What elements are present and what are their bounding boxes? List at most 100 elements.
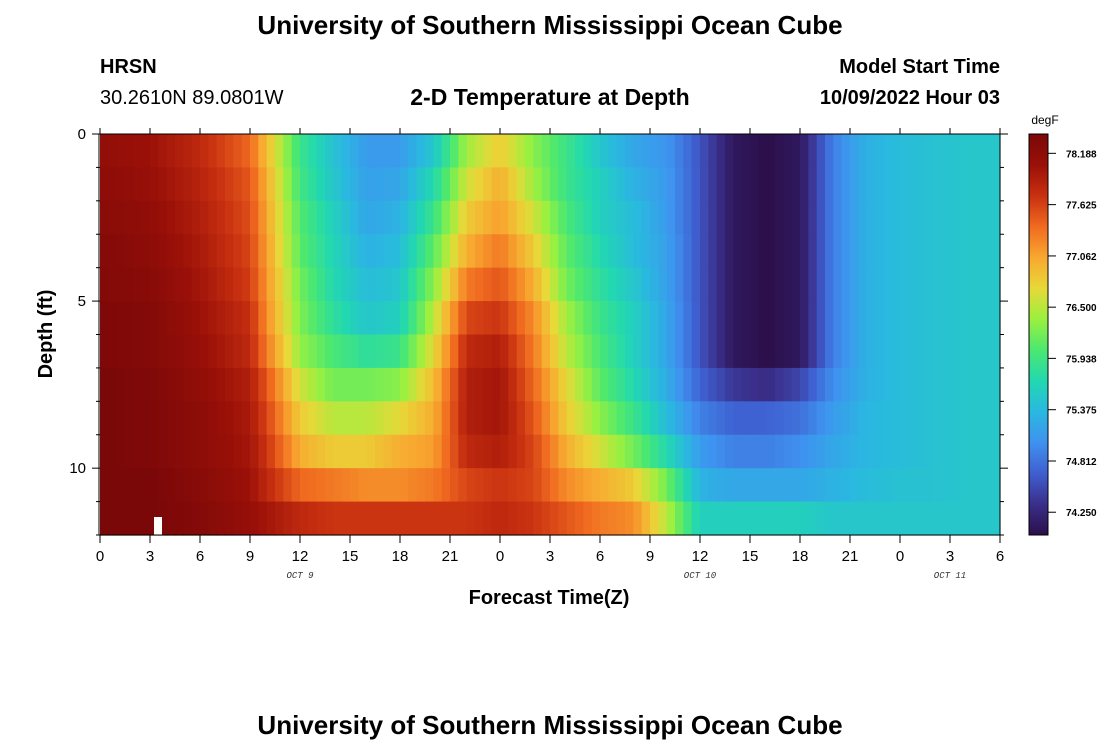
heat-cell	[625, 334, 634, 369]
heat-cell	[758, 167, 768, 202]
heat-cell	[708, 401, 718, 436]
heat-cell	[641, 234, 651, 269]
heat-cell	[708, 234, 718, 269]
heat-cell	[691, 434, 701, 469]
heat-cell	[225, 401, 234, 436]
heat-cell	[641, 200, 651, 235]
heat-cell	[191, 134, 201, 169]
heat-cell	[850, 401, 859, 436]
heat-cell	[925, 501, 934, 536]
heat-cell	[441, 434, 451, 469]
heat-cell	[208, 401, 218, 436]
heat-cell	[625, 468, 634, 503]
heat-cell	[583, 334, 593, 369]
heat-cell	[608, 200, 618, 235]
heat-cell	[500, 468, 509, 503]
heat-cell	[400, 367, 409, 402]
heat-cell	[991, 334, 1001, 369]
heat-cell	[591, 367, 601, 402]
heat-cell	[100, 234, 109, 269]
heat-cell	[608, 367, 618, 402]
heat-cell	[250, 401, 259, 436]
heat-cell	[100, 401, 109, 436]
heat-cell	[408, 334, 418, 369]
heat-cell	[925, 401, 934, 436]
heat-cell	[300, 234, 309, 269]
heat-cell	[566, 167, 576, 202]
heat-cell	[825, 468, 834, 503]
heat-cell	[950, 501, 959, 536]
heat-cell	[575, 267, 584, 302]
heat-cell	[708, 134, 718, 169]
heat-cell	[291, 501, 301, 536]
colorbar-tick-label: 74.250	[1066, 508, 1097, 519]
heat-cell	[841, 468, 851, 503]
heat-cell	[108, 367, 118, 402]
heat-cell	[983, 401, 993, 436]
heat-cell	[300, 434, 309, 469]
heat-cell	[541, 334, 551, 369]
heat-cell	[908, 434, 918, 469]
heat-cell	[400, 167, 409, 202]
heat-cell	[841, 501, 851, 536]
heat-cell	[133, 367, 143, 402]
heat-cell	[225, 468, 234, 503]
heat-cell	[200, 267, 209, 302]
heat-cell	[975, 234, 984, 269]
heat-cell	[933, 134, 943, 169]
heat-cell	[158, 334, 168, 369]
heat-cell	[416, 301, 426, 336]
heat-cell	[808, 301, 818, 336]
heat-cell	[591, 301, 601, 336]
heat-cell	[250, 468, 259, 503]
heat-cell	[175, 401, 184, 436]
heat-cell	[116, 434, 126, 469]
heat-cell	[775, 468, 784, 503]
x-axis: 0 3 6 9 12 15 18 21 0 3 6 9 12 15 18 21 0 3 6	[96, 128, 1004, 565]
heat-cell	[983, 434, 993, 469]
heat-cell	[950, 200, 959, 235]
heat-cell	[691, 367, 701, 402]
heat-cell	[333, 501, 343, 536]
heat-cell	[908, 468, 918, 503]
heat-cell	[491, 234, 501, 269]
heat-cell	[166, 501, 176, 536]
heat-cell	[991, 401, 1001, 436]
heat-cell	[483, 200, 493, 235]
heat-cell	[158, 401, 168, 436]
heat-cell	[450, 167, 459, 202]
heat-cell	[916, 367, 926, 402]
heat-cell	[741, 267, 751, 302]
heat-cell	[316, 200, 326, 235]
heat-cell	[875, 434, 884, 469]
heat-cell	[658, 468, 668, 503]
heat-cell	[758, 501, 768, 536]
heat-cell	[958, 134, 968, 169]
heat-cell	[200, 134, 209, 169]
heat-cell	[891, 301, 901, 336]
heat-cell	[816, 501, 826, 536]
heat-cell	[875, 234, 884, 269]
heat-cell	[200, 334, 209, 369]
heat-cell	[533, 468, 543, 503]
heat-cell	[633, 267, 643, 302]
heat-cell	[891, 334, 901, 369]
heat-cell	[175, 301, 184, 336]
heat-cell	[716, 334, 726, 369]
heat-cell	[150, 267, 159, 302]
heat-cell	[733, 301, 743, 336]
heat-cell	[400, 200, 409, 235]
heat-cell	[916, 434, 926, 469]
heat-cell	[400, 301, 409, 336]
heat-cell	[733, 167, 743, 202]
heat-cell	[366, 367, 376, 402]
heat-cell	[175, 234, 184, 269]
heat-cell	[258, 434, 268, 469]
heat-cell	[808, 367, 818, 402]
heat-cell	[825, 167, 834, 202]
heat-cell	[316, 167, 326, 202]
heat-cell	[633, 334, 643, 369]
heat-cell	[133, 434, 143, 469]
heat-cell	[941, 334, 951, 369]
